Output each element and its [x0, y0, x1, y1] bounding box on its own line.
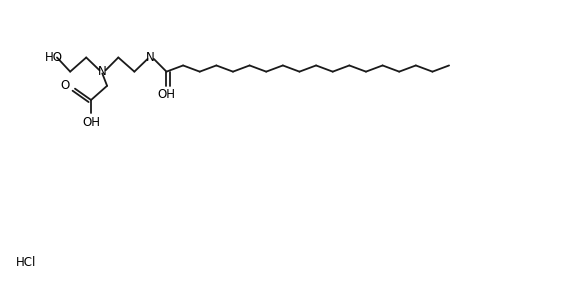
- Text: OH: OH: [157, 88, 176, 101]
- Text: N: N: [146, 51, 155, 64]
- Text: N: N: [98, 65, 107, 78]
- Text: O: O: [60, 79, 69, 92]
- Text: HO: HO: [44, 51, 62, 64]
- Text: HCl: HCl: [16, 256, 36, 269]
- Text: OH: OH: [82, 116, 100, 129]
